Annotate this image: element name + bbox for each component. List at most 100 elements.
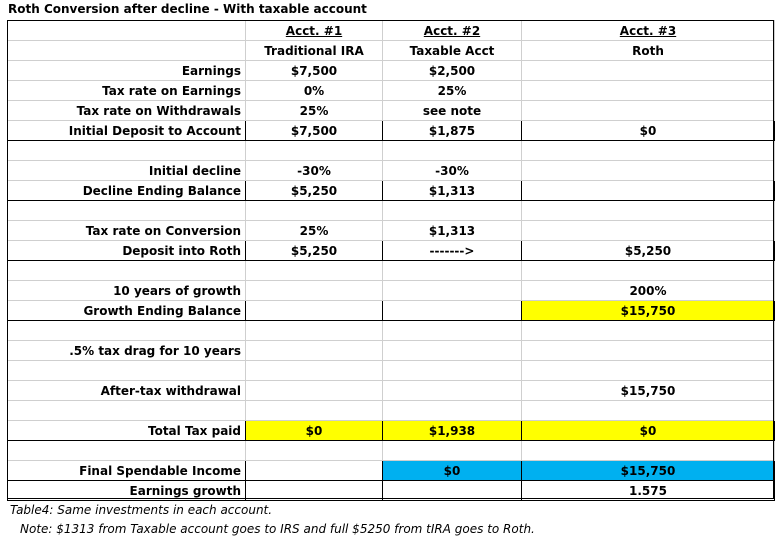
acct2-cell (382, 400, 522, 421)
acct3-cell: 1.575 (521, 480, 775, 501)
acct2-cell (382, 480, 522, 501)
table-row: Final Spendable Income $0 $15,750 (7, 460, 775, 481)
roth-conversion-table: Acct. #1 Acct. #2 Acct. #3 Traditional I… (7, 20, 775, 501)
acct1-cell (245, 460, 383, 481)
acct3-cell: $15,750 (521, 300, 775, 321)
row-label (7, 260, 246, 281)
acct2-cell (382, 200, 522, 221)
header-label-blank (7, 40, 246, 61)
row-label (7, 440, 246, 461)
header-label-blank (7, 20, 246, 41)
row-label: Tax rate on Conversion (7, 220, 246, 241)
table-row: Decline Ending Balance $5,250 $1,313 (7, 180, 775, 201)
table-title: Roth Conversion after decline - With tax… (8, 2, 367, 16)
acct3-cell (521, 100, 775, 121)
row-label: Final Spendable Income (7, 460, 246, 481)
acct1-cell: -30% (245, 160, 383, 181)
acct3-cell: $15,750 (521, 460, 775, 481)
acct1-cell (245, 260, 383, 281)
acct1-cell (245, 300, 383, 321)
acct3-cell (521, 200, 775, 221)
acct1-cell: 25% (245, 220, 383, 241)
header-row-1: Acct. #1 Acct. #2 Acct. #3 (7, 20, 775, 41)
acct1-cell (245, 140, 383, 161)
table-row: Earnings $7,500 $2,500 (7, 60, 775, 81)
acct2-cell (382, 380, 522, 401)
acct3-cell: 200% (521, 280, 775, 301)
table-row (7, 440, 775, 461)
acct3-cell (521, 320, 775, 341)
acct3-cell: $15,750 (521, 380, 775, 401)
acct3-cell (521, 80, 775, 101)
acct3-cell (521, 140, 775, 161)
row-label (7, 400, 246, 421)
acct1-header: Acct. #1 (245, 20, 383, 41)
table-row: Initial decline -30% -30% (7, 160, 775, 181)
acct3-header: Acct. #3 (521, 20, 775, 41)
row-label: Total Tax paid (7, 420, 246, 441)
row-label (7, 140, 246, 161)
acct3-cell: $0 (521, 420, 775, 441)
acct2-header: Acct. #2 (382, 20, 522, 41)
acct1-cell (245, 400, 383, 421)
acct3-cell (521, 400, 775, 421)
row-label: Growth Ending Balance (7, 300, 246, 321)
acct2-type: Taxable Acct (382, 40, 522, 61)
row-label: 10 years of growth (7, 280, 246, 301)
acct3-cell (521, 180, 775, 201)
acct3-cell (521, 440, 775, 461)
acct3-cell (521, 360, 775, 381)
table-row: 10 years of growth 200% (7, 280, 775, 301)
acct2-cell (382, 260, 522, 281)
table-row (7, 260, 775, 281)
acct1-cell: $7,500 (245, 60, 383, 81)
row-label (7, 320, 246, 341)
table-row: Growth Ending Balance $15,750 (7, 300, 775, 321)
table-row (7, 200, 775, 221)
acct2-cell (382, 440, 522, 461)
acct1-cell: $5,250 (245, 180, 383, 201)
acct2-cell: $1,313 (382, 180, 522, 201)
table-row (7, 360, 775, 381)
row-label: Deposit into Roth (7, 240, 246, 261)
table-row: Deposit into Roth $5,250 -------> $5,250 (7, 240, 775, 261)
table-row: Initial Deposit to Account $7,500 $1,875 $0 (7, 120, 775, 141)
acct1-cell: $7,500 (245, 120, 383, 141)
acct2-cell: -------> (382, 240, 522, 261)
acct1-cell: $5,250 (245, 240, 383, 261)
acct1-cell (245, 480, 383, 501)
acct2-cell (382, 280, 522, 301)
acct1-cell: 0% (245, 80, 383, 101)
table-row: Tax rate on Earnings 0% 25% (7, 80, 775, 101)
row-label: Initial Deposit to Account (7, 120, 246, 141)
acct2-cell (382, 340, 522, 361)
table-row (7, 140, 775, 161)
acct3-cell (521, 160, 775, 181)
table-row (7, 320, 775, 341)
acct1-cell (245, 320, 383, 341)
table-row: Tax rate on Withdrawals 25% see note (7, 100, 775, 121)
acct2-cell: $1,313 (382, 220, 522, 241)
acct1-cell (245, 360, 383, 381)
acct1-cell (245, 340, 383, 361)
table-row: After-tax withdrawal $15,750 (7, 380, 775, 401)
row-label (7, 200, 246, 221)
acct1-cell (245, 200, 383, 221)
acct2-cell: see note (382, 100, 522, 121)
acct1-cell (245, 280, 383, 301)
acct1-cell (245, 440, 383, 461)
acct3-cell (521, 220, 775, 241)
acct2-cell: $0 (382, 460, 522, 481)
acct1-type: Traditional IRA (245, 40, 383, 61)
table-row (7, 400, 775, 421)
row-label: Tax rate on Withdrawals (7, 100, 246, 121)
table-caption: Table4: Same investments in each account… (10, 503, 273, 517)
header-row-2: Traditional IRA Taxable Acct Roth (7, 40, 775, 61)
acct3-cell (521, 60, 775, 81)
acct1-cell: 25% (245, 100, 383, 121)
acct2-cell (382, 140, 522, 161)
row-label: Tax rate on Earnings (7, 80, 246, 101)
acct2-cell: 25% (382, 80, 522, 101)
acct2-cell: $1,938 (382, 420, 522, 441)
table-row: .5% tax drag for 10 years (7, 340, 775, 361)
